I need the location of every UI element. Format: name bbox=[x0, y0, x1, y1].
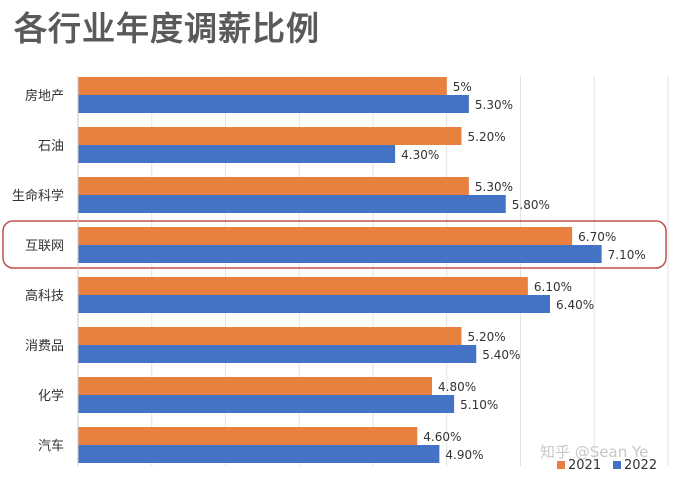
bar-2021 bbox=[78, 127, 462, 145]
bar-2021 bbox=[78, 427, 418, 445]
bar-2022 bbox=[78, 95, 469, 113]
category-label: 消费品 bbox=[25, 339, 64, 354]
data-label: 4.30% bbox=[401, 148, 439, 162]
bar-2021 bbox=[78, 177, 469, 195]
data-label: 6.70% bbox=[578, 230, 616, 244]
bar-2022 bbox=[78, 245, 602, 263]
bar-2022 bbox=[78, 295, 550, 313]
data-label: 5.10% bbox=[460, 398, 498, 412]
bar-2021 bbox=[78, 227, 573, 245]
bar-2022 bbox=[78, 395, 455, 413]
bar-2021 bbox=[78, 327, 462, 345]
bar-2022 bbox=[78, 195, 506, 213]
bar-2022 bbox=[78, 145, 396, 163]
category-label: 高科技 bbox=[25, 288, 64, 304]
watermark: 知乎 @Sean Ye bbox=[540, 443, 648, 461]
bar-2021 bbox=[78, 377, 432, 395]
bar-2021 bbox=[78, 77, 447, 95]
category-label: 房地产 bbox=[25, 88, 64, 104]
category-label: 石油 bbox=[38, 139, 64, 154]
category-label: 汽车 bbox=[38, 438, 64, 454]
category-label: 互联网 bbox=[25, 239, 64, 254]
data-label: 4.60% bbox=[423, 430, 461, 444]
category-label: 生命科学 bbox=[12, 188, 64, 204]
legend-swatch-2021 bbox=[557, 461, 565, 469]
chart-title: 各行业年度调薪比例 bbox=[14, 9, 320, 48]
bar-2022 bbox=[78, 445, 440, 463]
data-label: 5.20% bbox=[468, 330, 506, 344]
data-label: 5.20% bbox=[468, 130, 506, 144]
data-label: 7.10% bbox=[608, 248, 646, 262]
legend-label-2022: 2022 bbox=[624, 458, 657, 473]
data-label: 4.90% bbox=[445, 448, 483, 462]
data-label: 6.40% bbox=[556, 298, 594, 312]
data-label: 5.40% bbox=[482, 348, 520, 362]
data-label: 5.30% bbox=[475, 98, 513, 112]
data-label: 5.30% bbox=[475, 180, 513, 194]
highlight-box bbox=[2, 220, 667, 269]
data-label: 5% bbox=[453, 80, 472, 94]
category-label: 化学 bbox=[38, 388, 64, 404]
bar-2022 bbox=[78, 345, 477, 363]
bar-2021 bbox=[78, 277, 528, 295]
legend-swatch-2022 bbox=[613, 461, 621, 469]
data-label: 6.10% bbox=[534, 280, 572, 294]
legend-label-2021: 2021 bbox=[568, 458, 601, 473]
data-label: 4.80% bbox=[438, 380, 476, 394]
data-label: 5.80% bbox=[512, 198, 550, 212]
